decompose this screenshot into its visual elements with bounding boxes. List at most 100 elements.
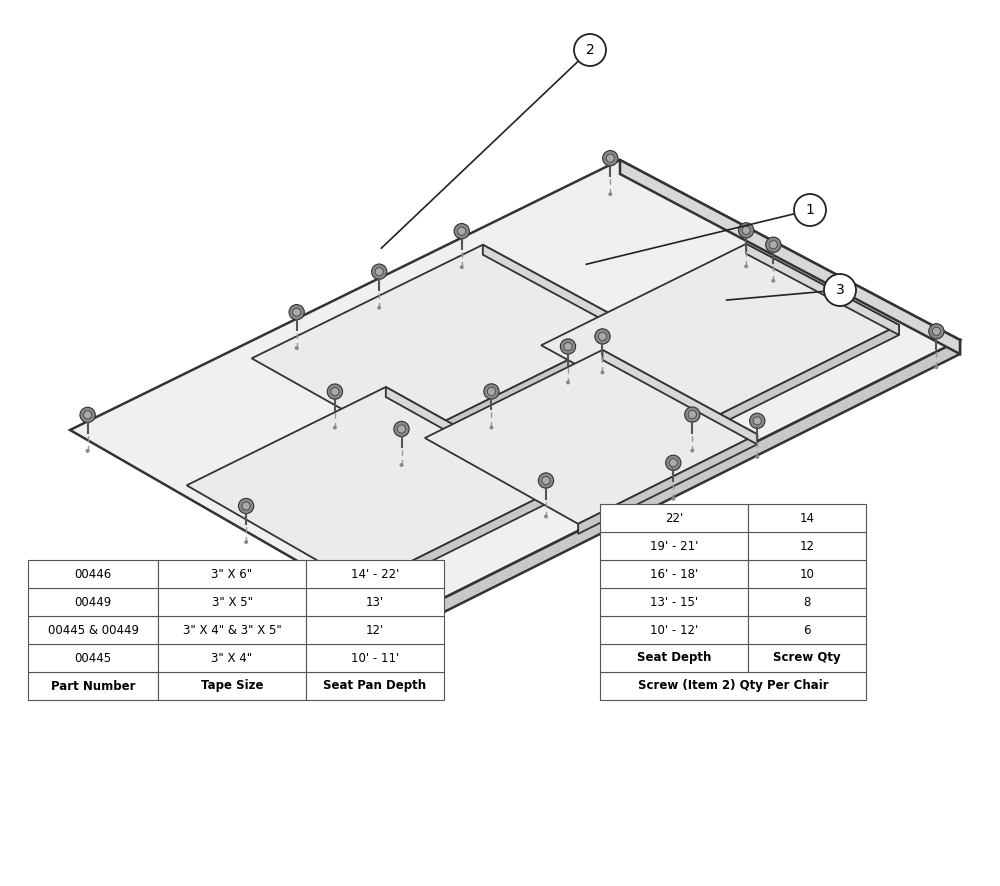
Polygon shape [362,486,563,596]
Text: Screw (Item 2) Qty Per Chair: Screw (Item 2) Qty Per Chair [638,680,828,693]
Circle shape [397,589,412,605]
Circle shape [688,410,696,418]
Circle shape [824,274,856,306]
Text: 00445 & 00449: 00445 & 00449 [48,624,138,636]
Circle shape [606,154,614,162]
Circle shape [753,416,761,425]
Bar [158,644,306,672]
Text: 12': 12' [366,624,384,636]
Circle shape [934,365,938,369]
Bar [748,532,866,560]
Bar [158,560,306,588]
Polygon shape [386,387,563,495]
Text: 16' - 18': 16' - 18' [650,568,698,580]
Bar [28,588,158,616]
Text: 1: 1 [806,203,814,217]
Circle shape [401,593,409,602]
Bar [600,616,748,644]
Polygon shape [578,434,757,534]
Bar [158,672,306,700]
Polygon shape [692,325,899,438]
Polygon shape [252,245,635,442]
Circle shape [289,305,304,320]
Circle shape [80,408,95,423]
Circle shape [929,323,944,339]
Circle shape [331,387,339,396]
Text: 6: 6 [803,624,811,636]
Bar [306,644,444,672]
Circle shape [86,449,90,453]
Text: 12: 12 [800,540,814,553]
Text: 3" X 4" & 3" X 5": 3" X 4" & 3" X 5" [183,624,281,636]
Text: Part Number: Part Number [51,680,135,693]
Circle shape [458,227,466,235]
Polygon shape [746,244,899,335]
Polygon shape [425,350,757,524]
Bar [306,560,444,588]
Circle shape [750,413,765,429]
Circle shape [394,422,409,437]
Bar [28,616,158,644]
Text: 3" X 5": 3" X 5" [212,595,252,609]
Text: 8: 8 [803,595,811,609]
Circle shape [598,332,607,340]
Text: Screw Qty: Screw Qty [773,651,841,664]
Text: Seat Pan Depth: Seat Pan Depth [323,680,427,693]
Bar [600,672,866,700]
Text: 13' - 15': 13' - 15' [650,595,698,609]
Circle shape [487,387,495,395]
Bar [158,616,306,644]
Text: 14: 14 [800,511,814,525]
Circle shape [595,329,610,344]
Bar [748,616,866,644]
Bar [748,644,866,672]
Circle shape [375,268,383,276]
Circle shape [742,226,750,235]
Circle shape [397,425,406,433]
Circle shape [400,463,403,467]
Circle shape [685,407,700,423]
Bar [600,560,748,588]
Circle shape [600,370,604,375]
Circle shape [333,425,337,430]
Text: 14' - 22': 14' - 22' [351,568,399,580]
Bar [748,560,866,588]
Polygon shape [602,350,757,445]
Text: Tape Size: Tape Size [201,680,263,693]
Circle shape [242,502,250,510]
Polygon shape [402,327,635,453]
Circle shape [244,540,248,544]
Circle shape [794,194,826,226]
Text: 00449: 00449 [74,595,112,609]
Polygon shape [541,244,899,428]
Circle shape [542,477,550,485]
Circle shape [690,448,694,453]
Text: 22': 22' [665,511,683,525]
Text: Seat Depth: Seat Depth [637,651,711,664]
Circle shape [372,264,387,279]
Text: 3" X 4": 3" X 4" [211,651,253,664]
Circle shape [932,327,940,335]
Polygon shape [187,387,563,586]
Circle shape [603,151,618,166]
Circle shape [454,223,469,239]
Circle shape [327,384,343,400]
Text: 13': 13' [366,595,384,609]
Circle shape [608,192,612,196]
Circle shape [484,384,499,399]
Circle shape [766,237,781,253]
Circle shape [769,241,777,249]
Bar [600,532,748,560]
Circle shape [744,264,748,268]
Circle shape [460,265,464,269]
Circle shape [489,425,493,430]
Circle shape [564,343,572,351]
Circle shape [771,279,775,283]
Polygon shape [400,340,960,634]
Bar [306,672,444,700]
Circle shape [538,473,554,488]
Bar [306,588,444,616]
Circle shape [560,338,576,354]
Circle shape [566,380,570,385]
Bar [306,616,444,644]
